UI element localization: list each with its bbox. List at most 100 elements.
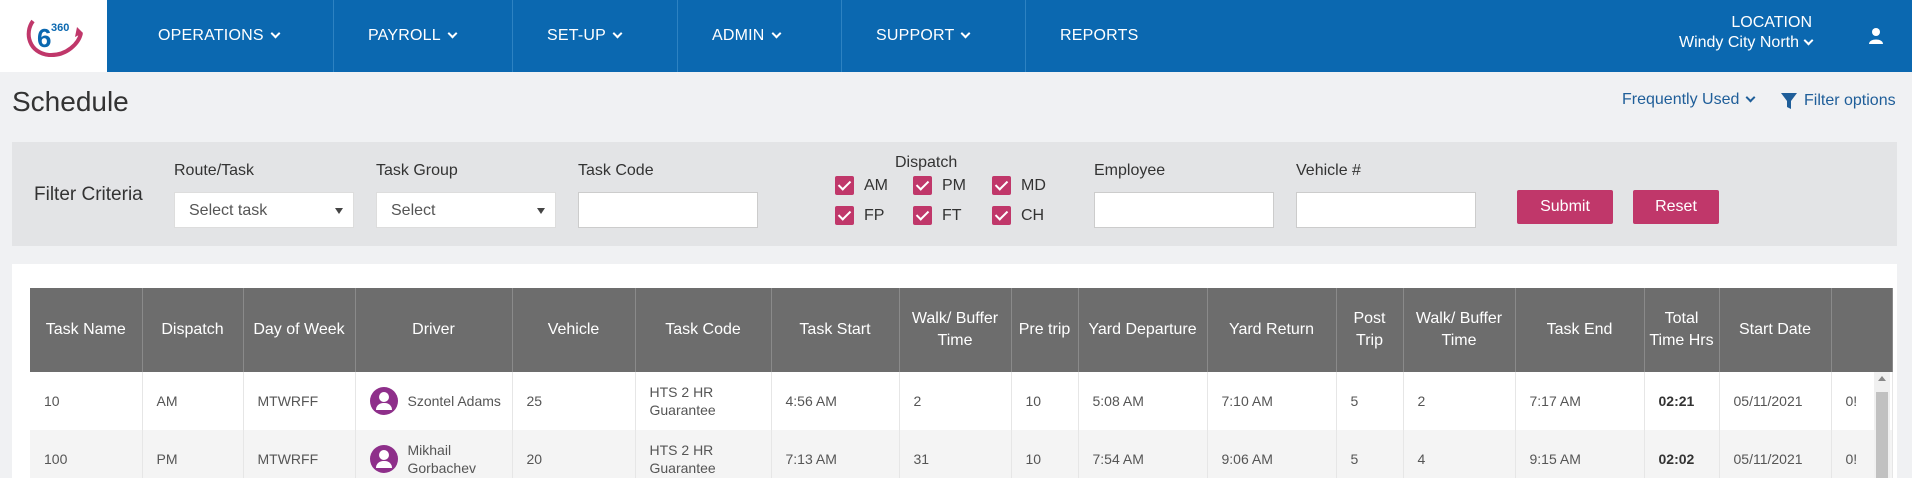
nav-admin[interactable]: ADMIN — [678, 0, 842, 72]
dispatch-ch-checkbox[interactable]: CH — [992, 206, 1044, 225]
cell-walk-buffer: 2 — [1403, 372, 1516, 430]
chevron-down-icon — [961, 28, 971, 39]
dispatch-label: Dispatch — [895, 154, 958, 171]
table-row[interactable]: 10 AM MTWRFF Szontel Adams 25 HTS 2 HR G… — [30, 372, 1893, 430]
cell-day: MTWRFF — [243, 430, 356, 478]
caret-down-icon — [335, 208, 343, 214]
filter-options-label: Filter options — [1804, 92, 1896, 109]
column-header[interactable]: Total Time Hrs — [1644, 288, 1720, 372]
chevron-down-icon — [1745, 92, 1756, 103]
column-header[interactable]: Start Date — [1719, 288, 1832, 372]
cell-post-trip: 5 — [1336, 372, 1404, 430]
column-header[interactable]: Walk/ Buffer Time — [899, 288, 1012, 372]
svg-text:360: 360 — [51, 22, 69, 34]
cell-day: MTWRFF — [243, 372, 356, 430]
dispatch-ft-checkbox[interactable]: FT — [913, 206, 962, 225]
driver-name: Mikhail Gorbachev — [407, 442, 476, 476]
column-header[interactable]: Task End — [1515, 288, 1645, 372]
nav-label: ADMIN — [712, 27, 765, 44]
main-nav: OPERATIONS PAYROLL SET-UP ADMIN SUPPORT … — [107, 0, 1176, 72]
checkbox-checked-icon — [835, 206, 854, 225]
vehicle-input[interactable] — [1296, 192, 1476, 228]
scroll-up-arrow-icon[interactable] — [1878, 376, 1886, 381]
dispatch-ft-label: FT — [942, 206, 962, 224]
filter-icon — [1781, 93, 1797, 109]
column-header[interactable]: Vehicle — [512, 288, 636, 372]
caret-down-icon — [537, 208, 545, 214]
column-header[interactable]: Task Code — [635, 288, 772, 372]
cell-yard-departure: 5:08 AM — [1078, 372, 1208, 430]
column-header[interactable]: Driver — [355, 288, 513, 372]
dispatch-am-label: AM — [864, 176, 888, 194]
cell-yard-return: 7:10 AM — [1207, 372, 1337, 430]
column-header[interactable]: Yard Return — [1207, 288, 1337, 372]
chevron-down-icon — [447, 28, 458, 39]
filter-panel: Filter Criteria Route/Task Select task T… — [12, 142, 1897, 246]
driver-avatar-icon — [369, 445, 398, 473]
cell-walk-buffer: 4 — [1403, 430, 1516, 478]
filter-criteria-title: Filter Criteria — [34, 184, 143, 205]
location-selector[interactable]: LOCATION Windy City North — [1620, 14, 1814, 52]
column-header[interactable]: Day of Week — [243, 288, 356, 372]
user-icon[interactable] — [1866, 26, 1886, 46]
cell-pre-trip: 10 — [1011, 372, 1079, 430]
frequently-used-dropdown[interactable]: Frequently Used — [1622, 91, 1756, 109]
route-task-select[interactable]: Select task — [174, 192, 354, 228]
dispatch-fp-checkbox[interactable]: FP — [835, 206, 884, 225]
dispatch-md-checkbox[interactable]: MD — [992, 176, 1046, 195]
cell-task-end: 7:17 AM — [1515, 372, 1645, 430]
nav-reports[interactable]: REPORTS — [1026, 0, 1176, 72]
table-scrollbar-thumb[interactable] — [1876, 392, 1888, 478]
schedule-table-card: Task Name Dispatch Day of Week Driver Ve… — [12, 264, 1897, 478]
cell-start-date: 05/11/2021 — [1719, 430, 1832, 478]
app-logo[interactable]: 6 360 — [0, 0, 107, 72]
column-header[interactable]: Dispatch — [142, 288, 244, 372]
dispatch-ch-label: CH — [1021, 206, 1045, 224]
nav-label: PAYROLL — [368, 27, 441, 44]
task-code-label: Task Code — [578, 162, 654, 179]
cell-yard-return: 9:06 AM — [1207, 430, 1337, 478]
nav-support[interactable]: SUPPORT — [842, 0, 1026, 72]
task-group-value: Select — [391, 202, 436, 219]
reset-button[interactable]: Reset — [1633, 190, 1719, 224]
nav-operations[interactable]: OPERATIONS — [107, 0, 334, 72]
dispatch-md-label: MD — [1021, 176, 1046, 194]
table-header-row: Task Name Dispatch Day of Week Driver Ve… — [30, 288, 1893, 372]
nav-label: OPERATIONS — [158, 27, 264, 44]
route-task-label: Route/Task — [174, 162, 255, 179]
dispatch-am-checkbox[interactable]: AM — [835, 176, 888, 195]
column-header[interactable]: Task Name — [30, 288, 143, 372]
column-header[interactable]: Yard Departure — [1078, 288, 1208, 372]
dispatch-pm-checkbox[interactable]: PM — [913, 176, 966, 195]
checkbox-checked-icon — [913, 176, 932, 195]
page-title: Schedule — [12, 86, 129, 117]
submit-button[interactable]: Submit — [1517, 190, 1613, 224]
nav-payroll[interactable]: PAYROLL — [334, 0, 513, 72]
route-task-value: Select task — [189, 202, 268, 219]
checkbox-checked-icon — [835, 176, 854, 195]
cell-walk-buffer: 31 — [899, 430, 1012, 478]
task-code-input[interactable] — [578, 192, 758, 228]
column-header[interactable] — [1831, 288, 1893, 372]
column-header[interactable]: Task Start — [771, 288, 900, 372]
frequently-used-label: Frequently Used — [1622, 91, 1740, 108]
column-header[interactable]: Pre trip — [1011, 288, 1079, 372]
task-group-label: Task Group — [376, 162, 458, 179]
column-header[interactable]: Walk/ Buffer Time — [1403, 288, 1516, 372]
cell-vehicle: 25 — [512, 372, 636, 430]
cell-yard-departure: 7:54 AM — [1078, 430, 1208, 478]
checkbox-checked-icon — [913, 206, 932, 225]
task-group-select[interactable]: Select — [376, 192, 556, 228]
driver-name: Szontel Adams — [407, 393, 501, 409]
svg-text:6: 6 — [37, 23, 51, 53]
column-header[interactable]: Post Trip — [1336, 288, 1404, 372]
cell-task-start: 7:13 AM — [771, 430, 900, 478]
employee-input[interactable] — [1094, 192, 1274, 228]
table-row[interactable]: 100 PM MTWRFF Mikhail Gorbachev 20 HTS 2… — [30, 430, 1893, 478]
nav-label: SET-UP — [547, 27, 606, 44]
filter-options-button[interactable]: Filter options — [1780, 91, 1896, 111]
cell-pre-trip: 10 — [1011, 430, 1079, 478]
nav-setup[interactable]: SET-UP — [513, 0, 678, 72]
cell-task-code: HTS 2 HR Guarantee — [635, 372, 772, 430]
cell-dispatch: AM — [142, 372, 244, 430]
